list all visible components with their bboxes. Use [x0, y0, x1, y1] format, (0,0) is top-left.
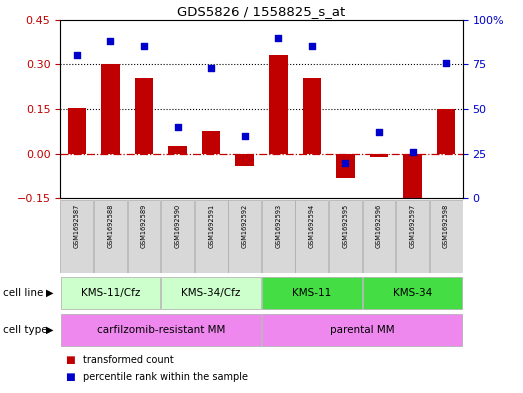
Text: ■: ■	[65, 372, 75, 382]
Bar	[396, 200, 429, 273]
Point	[308, 43, 316, 50]
Title: GDS5826 / 1558825_s_at: GDS5826 / 1558825_s_at	[177, 6, 346, 18]
Bar	[228, 200, 261, 273]
Bar	[437, 109, 456, 154]
Bar	[262, 277, 361, 309]
Bar	[128, 200, 161, 273]
Text: GSM1692593: GSM1692593	[275, 204, 281, 248]
Bar	[161, 200, 194, 273]
Text: parental MM: parental MM	[330, 325, 394, 335]
Point	[375, 129, 383, 136]
Text: GSM1692594: GSM1692594	[309, 204, 315, 248]
Bar	[362, 200, 395, 273]
Bar	[336, 154, 355, 178]
Bar	[101, 64, 120, 154]
Point	[274, 35, 282, 41]
Bar	[370, 154, 388, 157]
Bar	[162, 277, 261, 309]
Bar	[429, 200, 462, 273]
Point	[241, 133, 249, 139]
Point	[174, 124, 182, 130]
Bar	[61, 200, 94, 273]
Text: GSM1692592: GSM1692592	[242, 204, 248, 248]
Bar	[168, 146, 187, 154]
Text: ■: ■	[65, 354, 75, 365]
Bar	[403, 154, 422, 213]
Text: GSM1692588: GSM1692588	[108, 204, 113, 248]
Bar	[61, 314, 261, 346]
Text: GSM1692589: GSM1692589	[141, 204, 147, 248]
Text: GSM1692590: GSM1692590	[175, 204, 180, 248]
Text: carfilzomib-resistant MM: carfilzomib-resistant MM	[97, 325, 225, 335]
Bar	[262, 200, 295, 273]
Bar	[135, 78, 153, 154]
Bar	[235, 154, 254, 166]
Bar	[262, 314, 462, 346]
Text: transformed count: transformed count	[83, 354, 174, 365]
Bar	[67, 108, 86, 154]
Text: KMS-34/Cfz: KMS-34/Cfz	[181, 288, 241, 298]
Point	[442, 59, 450, 66]
Text: cell type: cell type	[3, 325, 47, 335]
Point	[408, 149, 417, 155]
Bar	[303, 78, 321, 154]
Text: KMS-34: KMS-34	[393, 288, 432, 298]
Bar	[202, 131, 220, 154]
Bar	[94, 200, 127, 273]
Text: GSM1692591: GSM1692591	[208, 204, 214, 248]
Text: GSM1692595: GSM1692595	[343, 204, 348, 248]
Text: KMS-11/Cfz: KMS-11/Cfz	[81, 288, 140, 298]
Bar	[329, 200, 362, 273]
Text: ▶: ▶	[46, 325, 53, 335]
Bar	[61, 277, 160, 309]
Text: KMS-11: KMS-11	[292, 288, 332, 298]
Point	[106, 38, 115, 44]
Bar	[195, 200, 228, 273]
Bar	[295, 200, 328, 273]
Text: GSM1692587: GSM1692587	[74, 204, 80, 248]
Point	[207, 65, 215, 71]
Text: cell line: cell line	[3, 288, 43, 298]
Text: percentile rank within the sample: percentile rank within the sample	[83, 372, 247, 382]
Bar	[363, 277, 462, 309]
Point	[140, 43, 148, 50]
Text: ▶: ▶	[46, 288, 53, 298]
Text: GSM1692597: GSM1692597	[410, 204, 415, 248]
Bar	[269, 55, 288, 154]
Point	[73, 52, 81, 59]
Point	[341, 160, 349, 166]
Text: GSM1692596: GSM1692596	[376, 204, 382, 248]
Text: GSM1692598: GSM1692598	[443, 204, 449, 248]
